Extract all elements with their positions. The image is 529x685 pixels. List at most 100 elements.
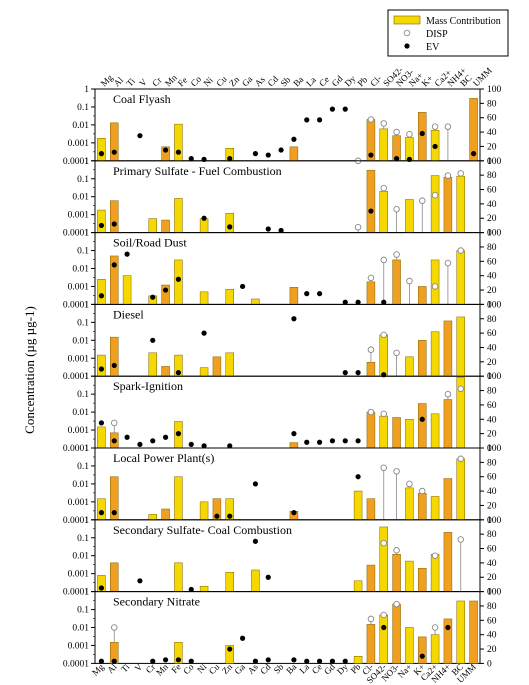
y-tick-label: 0.001 <box>68 570 90 580</box>
y2-tick-label: 60 <box>487 473 497 483</box>
bar-nh4+ <box>443 618 453 664</box>
ev-point-cr <box>150 294 156 300</box>
bar-ca2+ <box>430 175 440 233</box>
y-tick-label: 0.0001 <box>63 588 89 598</box>
bar-k+ <box>418 112 427 162</box>
disp-point-so42- <box>380 256 388 264</box>
ev-point-as <box>252 658 259 664</box>
panel-3: 0.0001 0.001 0.01 0.1 1 0 20 40 60 80 100 Soil/Road… <box>63 229 502 311</box>
disp-point-no3- <box>393 205 400 213</box>
bar-no3- <box>392 259 401 305</box>
y2-tick-label: 0 <box>487 588 492 598</box>
y2-tick-label: 40 <box>487 128 497 138</box>
disp-point-so42- <box>380 464 388 471</box>
panel-1: 0.0001 0.001 0.01 0.1 1 0 20 40 60 80 100 Coal Flya… <box>63 65 502 167</box>
y-tick-label: 0.1 <box>77 318 89 328</box>
bar-cl- <box>366 411 376 449</box>
ev-point-cd <box>265 657 271 663</box>
disp-point-no3- <box>393 468 400 475</box>
y-tick-label: 1 <box>84 85 89 95</box>
disp-point-na+ <box>406 480 413 488</box>
y2-tick-label: 20 <box>487 645 497 655</box>
y2-tick-label: 80 <box>487 171 497 181</box>
ev-point-la <box>304 658 310 664</box>
bar-zn <box>225 288 234 305</box>
bar-fe <box>174 642 183 664</box>
y2-tick-label: 20 <box>487 286 497 296</box>
ev-point-co <box>188 156 194 162</box>
disp-point-ca2+ <box>431 624 439 631</box>
bar-na+ <box>405 560 414 592</box>
bar-so42- <box>379 128 388 162</box>
y2-tick-label: 80 <box>487 530 497 540</box>
ev-point-ce <box>316 117 323 123</box>
panel-7: 0.0001 0.001 0.01 0.1 1 0 20 40 60 80 100 Secondary… <box>63 516 502 598</box>
y2-tick-label: 40 <box>487 200 497 210</box>
bar-cl- <box>366 361 376 377</box>
ev-point-mn <box>162 434 169 440</box>
panel-8: 0.0001 0.001 0.01 0.1 1 0 20 40 60 80 100 Secondary… <box>63 588 502 670</box>
bar-no3- <box>392 603 401 664</box>
y-tick-label: 0.1 <box>77 103 89 113</box>
disp-point-cl- <box>367 116 375 123</box>
bar-mg <box>97 279 106 305</box>
disp-point-so42- <box>380 410 388 418</box>
bar-fe <box>174 123 183 162</box>
bar-fe <box>174 562 183 592</box>
panel-title: Diesel <box>113 307 144 321</box>
ev-point-k+ <box>419 416 425 422</box>
ev-point-co <box>188 586 194 593</box>
panel-title: Local Power Plant(s) <box>113 451 214 465</box>
ev-point-ga <box>239 635 246 641</box>
panel-5: 0.0001 0.001 0.01 0.1 1 0 20 40 60 80 100 Spark-Ign… <box>63 372 502 454</box>
bar-cl- <box>366 498 376 521</box>
y2-tick-label: 0 <box>487 372 492 382</box>
ev-point-pb <box>355 474 361 480</box>
ev-point-ni <box>201 330 207 336</box>
y-tick-label: 0.001 <box>68 498 90 508</box>
bar-no3- <box>392 554 401 592</box>
y-tick-label: 0.0001 <box>63 659 89 669</box>
bar-bc <box>456 600 465 664</box>
y-tick-label: 1 <box>84 444 89 454</box>
x-top-label-ti: Ti <box>124 76 137 89</box>
disp-point-bc <box>457 455 465 463</box>
bar-ni <box>199 291 209 305</box>
y2-tick-label: 0 <box>487 157 492 167</box>
bar-al <box>110 562 119 592</box>
y-tick-label: 0.0001 <box>63 444 89 454</box>
ev-point-la <box>304 291 310 297</box>
y-tick-label: 0.01 <box>72 552 89 562</box>
disp-point-ca2+ <box>431 192 439 199</box>
y2-tick-label: 20 <box>487 214 497 224</box>
bar-nh4+ <box>443 532 453 592</box>
ev-point-al <box>111 510 117 516</box>
ev-point-ba <box>291 316 297 322</box>
bar-ca2+ <box>430 413 440 449</box>
y2-tick-label: 0 <box>487 659 492 669</box>
y2-tick-label: 60 <box>487 545 497 555</box>
y2-tick-label: 40 <box>487 272 497 282</box>
ev-point-ba <box>291 431 297 437</box>
bar-zn <box>225 352 234 377</box>
ev-point-mg <box>98 658 105 664</box>
ev-point-al <box>111 362 117 369</box>
bar-pb <box>353 656 363 664</box>
bar-umm <box>469 600 478 664</box>
ev-point-zn <box>227 443 233 449</box>
ev-point-al <box>111 438 117 444</box>
x-top-label-cr: Cr <box>150 75 163 88</box>
disp-point-al <box>110 624 118 631</box>
y2-tick-label: 0 <box>487 229 492 239</box>
bar-mn <box>161 366 170 377</box>
bar-ni <box>199 367 209 377</box>
ev-point-cr <box>150 438 156 444</box>
legend-label-disp: DISP <box>426 29 448 40</box>
y2-tick-label: 60 <box>487 401 497 411</box>
bar-zn <box>225 645 234 664</box>
y-tick-label: 1 <box>84 372 89 382</box>
ev-point-mg <box>98 222 105 229</box>
ev-point-co <box>188 658 194 664</box>
